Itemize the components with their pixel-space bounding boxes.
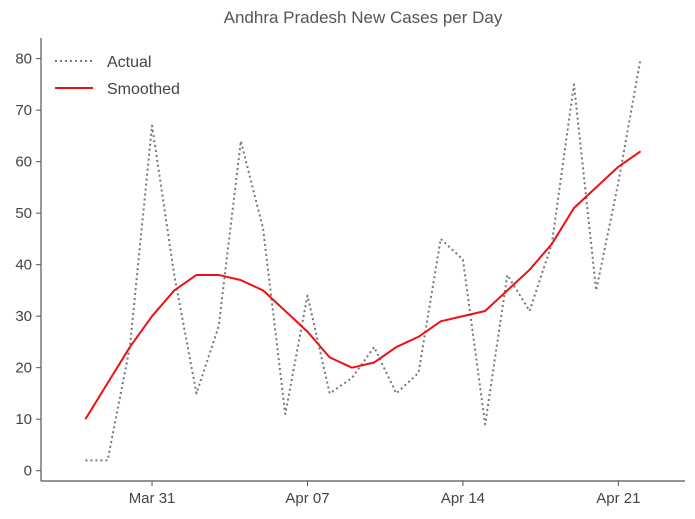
data-point-actual <box>595 290 597 292</box>
series-line-smoothed <box>84 150 642 420</box>
data-point-smoothed <box>462 315 464 317</box>
data-point-actual <box>373 346 375 348</box>
data-point-smoothed <box>107 382 109 384</box>
data-point-actual <box>484 423 486 425</box>
data-point-actual <box>240 140 242 142</box>
data-point-smoothed <box>395 346 397 348</box>
data-point-smoothed <box>573 207 575 209</box>
data-point-actual <box>573 83 575 85</box>
data-point-smoothed <box>85 418 87 420</box>
legend-label-smoothed: Smoothed <box>107 81 180 98</box>
y-tick-label: 70 <box>15 102 32 119</box>
data-point-actual <box>329 393 331 395</box>
data-point-smoothed <box>595 186 597 188</box>
y-tick-label: 30 <box>15 308 32 325</box>
data-point-actual <box>196 393 198 395</box>
data-point-smoothed <box>240 279 242 281</box>
data-point-smoothed <box>506 290 508 292</box>
series-layer <box>84 58 642 462</box>
data-point-smoothed <box>151 315 153 317</box>
y-tick-label: 60 <box>15 154 32 171</box>
axes: 0 10 20 30 40 50 60 70 80 Mar 31 Apr 07 Apr 14 Apr 2… <box>15 38 685 507</box>
data-point-smoothed <box>284 310 286 312</box>
y-tick-label: 20 <box>15 360 32 377</box>
data-point-smoothed <box>218 274 220 276</box>
data-point-actual <box>85 460 87 462</box>
legend: Actual Smoothed <box>55 54 180 98</box>
data-point-actual <box>506 274 508 276</box>
data-point-actual <box>262 228 264 230</box>
data-point-smoothed <box>307 331 309 333</box>
data-point-actual <box>173 274 175 276</box>
y-tick-label: 0 <box>24 463 32 480</box>
x-tick-label: Apr 07 <box>285 490 329 507</box>
data-point-smoothed <box>484 310 486 312</box>
data-point-actual <box>418 372 420 374</box>
x-tick-label: Apr 21 <box>596 490 640 507</box>
data-point-actual <box>284 413 286 415</box>
y-tick-label: 40 <box>15 257 32 274</box>
chart-title: Andhra Pradesh New Cases per Day <box>224 8 503 27</box>
y-tick-label: 50 <box>15 205 32 222</box>
data-point-actual <box>395 393 397 395</box>
data-point-actual <box>107 460 109 462</box>
data-point-smoothed <box>617 166 619 168</box>
data-point-smoothed <box>262 290 264 292</box>
data-point-actual <box>640 58 642 60</box>
data-point-smoothed <box>173 290 175 292</box>
data-point-smoothed <box>329 356 331 358</box>
data-point-smoothed <box>196 274 198 276</box>
data-point-actual <box>529 310 531 312</box>
data-point-smoothed <box>640 150 642 152</box>
series-line-actual <box>85 58 642 462</box>
data-point-smoothed <box>418 336 420 338</box>
data-point-smoothed <box>129 346 131 348</box>
data-point-actual <box>440 238 442 240</box>
x-tick-label: Mar 31 <box>129 490 176 507</box>
legend-label-actual: Actual <box>107 54 151 71</box>
data-point-smoothed <box>529 269 531 271</box>
data-point-actual <box>351 377 353 379</box>
data-point-actual <box>617 181 619 183</box>
data-point-actual <box>218 326 220 328</box>
x-tick-label: Apr 14 <box>441 490 485 507</box>
data-point-smoothed <box>551 243 553 245</box>
data-point-smoothed <box>351 367 353 369</box>
data-point-actual <box>151 125 153 127</box>
data-point-actual <box>462 259 464 261</box>
y-tick-label: 80 <box>15 51 32 68</box>
data-point-actual <box>307 295 309 297</box>
y-tick-label: 10 <box>15 411 32 428</box>
data-point-smoothed <box>440 320 442 322</box>
data-point-smoothed <box>373 362 375 364</box>
